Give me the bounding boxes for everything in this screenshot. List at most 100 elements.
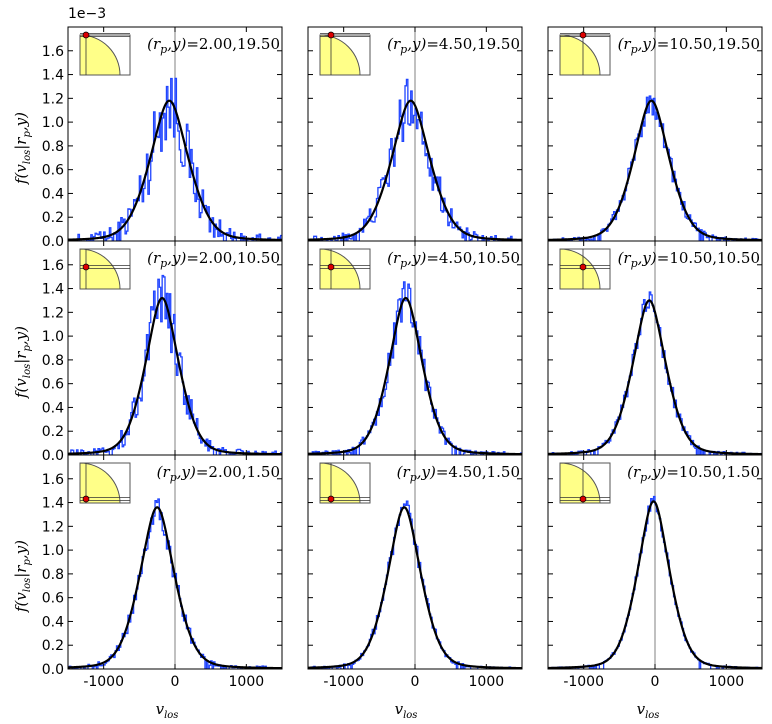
y-tick-label: 0.8 (42, 353, 64, 369)
ylabel-part-0: f(v (12, 164, 30, 185)
y-tick-label: 1.0 (42, 543, 64, 559)
panel-r2-c0: 0.0 0.2 0.4 0.6 0.8 1.0 1.2 1.4 1.6 -1000 0 1000 (rp… (42, 454, 283, 690)
panel-r1-c2: (rp,y)=10.50,10.50 (547, 240, 763, 456)
y-tick-label: 1.6 (42, 44, 64, 60)
x-axis-label-col-1: vlos (395, 700, 418, 721)
xlabel-sub: los (645, 710, 659, 721)
histogram-series (308, 78, 522, 241)
inset-diagram (559, 31, 611, 76)
x-axis-label-col-2: vlos (637, 700, 660, 721)
panel-annotation: (rp,y)=4.50,1.50 (397, 463, 520, 484)
y-tick-label: 0.0 (42, 234, 64, 250)
y-scale-offset: 1e−3 (68, 6, 106, 22)
x-tick-label: -1000 (83, 674, 124, 690)
xlabel-sub: los (403, 710, 417, 721)
ylabel-part-1: los (22, 364, 33, 378)
y-tick-label: 0.4 (42, 614, 64, 630)
svg-text:vlos: vlos (637, 700, 660, 721)
annotation-value: =10.50,1.50 (666, 463, 760, 481)
panel-annotation: (rp,y)=10.50,10.50 (618, 249, 760, 270)
svg-text:vlos: vlos (395, 700, 418, 721)
y-axis-label-row-1: f(vlos|rp,y) (12, 326, 33, 399)
y-tick-label: 1.0 (42, 115, 64, 131)
inset-marker (82, 495, 90, 503)
inset-marker (327, 495, 335, 503)
xlabel-main: v (156, 700, 165, 718)
inset-diagram (79, 31, 131, 76)
svg-text:vlos: vlos (156, 700, 179, 721)
y-axis-label-row-2: f(vlos|rp,y) (12, 540, 33, 613)
panel-r0-c2: (rp,y)=10.50,19.50 (547, 26, 763, 242)
inset-diagram (559, 248, 611, 290)
inset-diagram (319, 31, 371, 76)
ylabel-part-4: ,y) (12, 326, 30, 345)
svg-text:f(vlos|rp,y): f(vlos|rp,y) (12, 540, 33, 613)
y-tick-label: 0.8 (42, 139, 64, 155)
xlabel-main: v (637, 700, 646, 718)
panel-annotation: (rp,y)=10.50,19.50 (618, 35, 760, 56)
ylabel-part-3: p (22, 345, 33, 352)
y-tick-label: 1.2 (42, 305, 64, 321)
y-tick-label: 0.0 (42, 662, 64, 678)
panel-r2-c1: -1000 0 1000 (rp,y)=4.50,1.50 (307, 454, 523, 690)
y-tick-label: 0.4 (42, 186, 64, 202)
y-tick-label: 1.0 (42, 329, 64, 345)
x-axis-label-col-0: vlos (156, 700, 179, 721)
y-tick-label: 0.4 (42, 400, 64, 416)
x-tick-label: -1000 (563, 674, 604, 690)
ylabel-part-2: |r (12, 351, 30, 364)
annotation-value: =4.50,10.50 (426, 249, 520, 267)
annotation-value: =4.50,19.50 (426, 35, 520, 53)
svg-text:f(vlos|rp,y): f(vlos|rp,y) (12, 326, 33, 399)
y-axis-label-row-0: f(vlos|rp,y) (12, 112, 33, 185)
panels: 0.0 0.2 0.4 0.6 0.8 1.0 1.2 1.4 1.6 (rp,y)=2.00,1… (42, 26, 763, 690)
panel-annotation: (rp,y)=4.50,10.50 (387, 249, 520, 270)
y-tick-label: 0.6 (42, 377, 64, 393)
panel-annotation: (rp,y)=2.00,1.50 (157, 463, 280, 484)
y-tick-label: 0.6 (42, 591, 64, 607)
ylabel-part-3: p (22, 131, 33, 138)
y-tick-label: 0.2 (42, 210, 64, 226)
inset-diagram (559, 462, 611, 504)
x-tick-label: 1000 (709, 674, 745, 690)
y-tick-label: 1.6 (42, 472, 64, 488)
panel-annotation: (rp,y)=4.50,19.50 (387, 35, 520, 56)
inset-marker (579, 31, 587, 39)
inset-marker (82, 263, 90, 271)
annotation-value: =2.00,1.50 (196, 463, 280, 481)
ylabel-part-1: los (22, 578, 33, 592)
inset-marker (82, 31, 90, 39)
x-tick-label: 1000 (229, 674, 265, 690)
y-tick-label: 1.6 (42, 258, 64, 274)
annotation-value: =10.50,10.50 (657, 249, 760, 267)
ylabel-part-4: ,y) (12, 112, 30, 131)
panel-r2-c2: -1000 0 1000 (rp,y)=10.50,1.50 (547, 454, 763, 690)
ylabel-part-2: |r (12, 137, 30, 150)
y-tick-label: 1.4 (42, 282, 64, 298)
xlabel-sub: los (164, 710, 178, 721)
y-tick-label: 1.4 (42, 68, 64, 84)
y-tick-label: 1.2 (42, 519, 64, 535)
annotation-value: =2.00,19.50 (186, 35, 280, 53)
inset-diagram (319, 248, 371, 290)
y-tick-label: 1.2 (42, 91, 64, 107)
panel-r1-c0: 0.0 0.2 0.4 0.6 0.8 1.0 1.2 1.4 1.6 (rp,y)=2.00,1… (42, 240, 283, 464)
panel-annotation: (rp,y)=2.00,10.50 (147, 249, 280, 270)
x-tick-label: 0 (651, 674, 660, 690)
y-tick-label: 0.8 (42, 567, 64, 583)
inset-marker (327, 31, 335, 39)
y-tick-label: 0.6 (42, 163, 64, 179)
ylabel-part-3: p (22, 559, 33, 566)
y-tick-label: 0.0 (42, 448, 64, 464)
annotation-value: =4.50,1.50 (436, 463, 520, 481)
annotation-value: =10.50,19.50 (657, 35, 760, 53)
ylabel-part-0: f(v (12, 378, 30, 399)
panel-r0-c0: 0.0 0.2 0.4 0.6 0.8 1.0 1.2 1.4 1.6 (rp,y)=2.00,1… (42, 26, 283, 250)
inset-marker (327, 263, 335, 271)
x-tick-label: 0 (411, 674, 420, 690)
ylabel-part-0: f(v (12, 592, 30, 613)
inset-diagram (79, 248, 131, 290)
inset-marker (579, 495, 587, 503)
inset-diagram (79, 462, 131, 504)
